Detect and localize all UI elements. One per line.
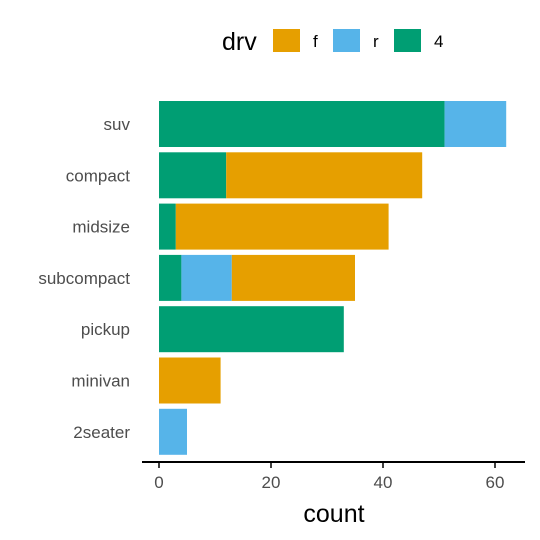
- x-tick-label: 0: [154, 473, 163, 492]
- bar-pickup-4: [159, 306, 344, 353]
- x-axis-title: count: [303, 500, 364, 528]
- y-tick-label: suv: [104, 115, 131, 134]
- y-tick-label: 2seater: [73, 423, 130, 442]
- bar-suv-r: [444, 101, 507, 147]
- x-tick-label: 60: [486, 473, 505, 492]
- y-axis: suv compact midsize subcompact pickup minivan…: [38, 115, 130, 442]
- y-tick-label: midsize: [72, 218, 130, 237]
- bar-midsize-f: [175, 203, 389, 250]
- y-tick-label: pickup: [81, 320, 130, 339]
- legend-label-f: f: [313, 32, 318, 51]
- x-tick-label: 40: [374, 473, 393, 492]
- bar-minivan-f: [159, 357, 221, 404]
- bar-compact-4: [159, 152, 227, 199]
- y-tick-label: minivan: [71, 372, 130, 391]
- bar-2seater-r: [159, 408, 187, 455]
- legend-title: drv: [222, 28, 257, 56]
- legend-label-4: 4: [434, 32, 443, 51]
- bar-midsize-4: [159, 203, 176, 250]
- bar-compact-f: [226, 152, 423, 199]
- legend-key-r: [333, 29, 360, 52]
- legend-key-f: [273, 29, 300, 52]
- bar-subcompact-r: [181, 254, 232, 301]
- bar-subcompact-f: [231, 254, 355, 301]
- x-tick-label: 20: [262, 473, 281, 492]
- bars-group: [159, 101, 507, 455]
- legend-key-4: [394, 29, 421, 52]
- legend-label-r: r: [373, 32, 379, 51]
- legend: drv f r 4: [222, 28, 443, 56]
- x-axis: 0 20 40 60: [142, 461, 525, 492]
- y-tick-label: subcompact: [38, 269, 130, 288]
- bar-suv-4: [159, 101, 445, 147]
- bar-subcompact-4: [159, 254, 182, 301]
- y-tick-label: compact: [66, 166, 131, 185]
